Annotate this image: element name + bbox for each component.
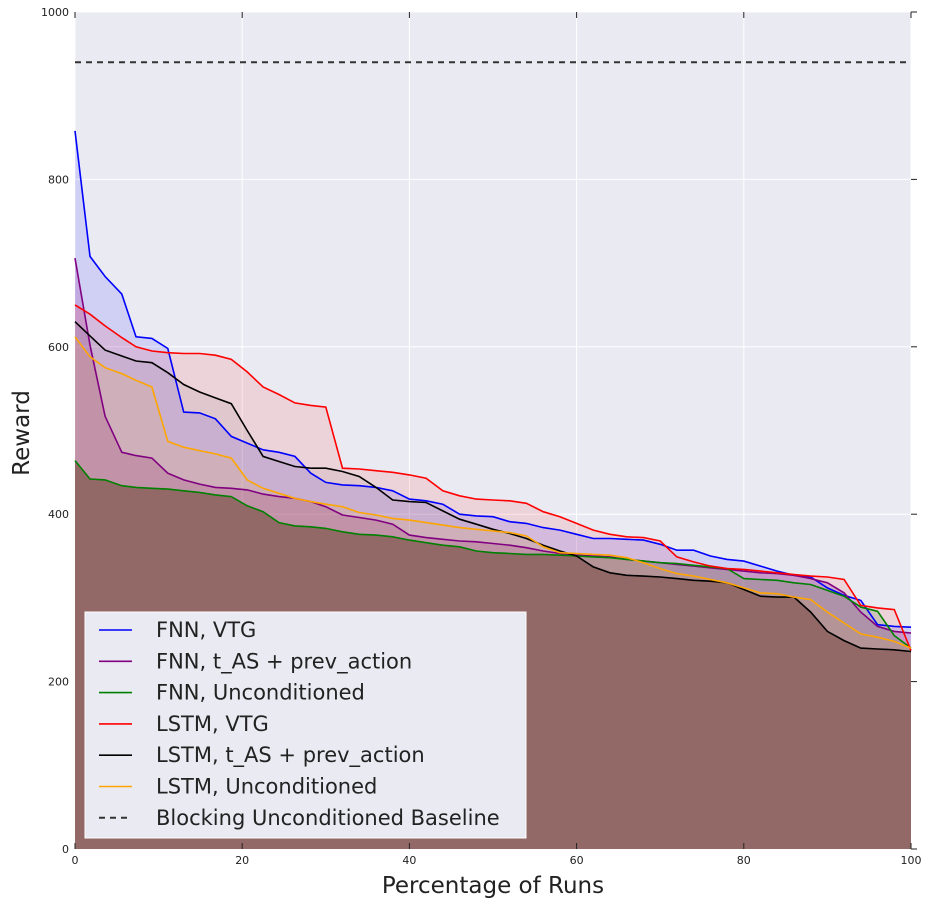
x-tick-label: 100 — [901, 854, 922, 867]
y-axis-label: Reward — [9, 390, 35, 476]
series-line — [74, 336, 912, 649]
legend-label: FNN, t_AS + prev_action — [156, 649, 412, 674]
legend-label: Blocking Unconditioned Baseline — [156, 806, 500, 830]
x-tick-label: 80 — [737, 854, 751, 867]
legend-box — [84, 611, 527, 839]
y-tick-label: 200 — [48, 676, 69, 689]
series-line — [74, 130, 912, 628]
legend-label: LSTM, VTG — [156, 712, 269, 736]
series-line — [74, 460, 912, 649]
legend-label: LSTM, Unconditioned — [156, 775, 377, 799]
x-tick-label: 40 — [402, 854, 416, 867]
series-lines — [74, 130, 912, 653]
x-axis-label: Percentage of Runs — [382, 873, 604, 899]
legend: FNN, VTG FNN, t_AS + prev_action FNN, Unco… — [84, 611, 527, 839]
series-line — [74, 321, 912, 653]
x-tick-label: 20 — [235, 854, 249, 867]
y-tick-label: 800 — [48, 173, 69, 186]
y-tick-label: 0 — [62, 843, 69, 856]
legend-label: LSTM, t_AS + prev_action — [156, 743, 425, 768]
legend-label: FNN, VTG — [156, 618, 256, 642]
x-tick-label: 60 — [570, 854, 584, 867]
series-line — [74, 257, 912, 634]
legend-label: FNN, Unconditioned — [156, 681, 365, 705]
y-tick-label: 400 — [48, 508, 69, 521]
y-tick-label: 600 — [48, 341, 69, 354]
series-line — [74, 304, 912, 651]
x-tick-label: 0 — [72, 854, 79, 867]
y-tick-label: 1000 — [41, 6, 69, 19]
